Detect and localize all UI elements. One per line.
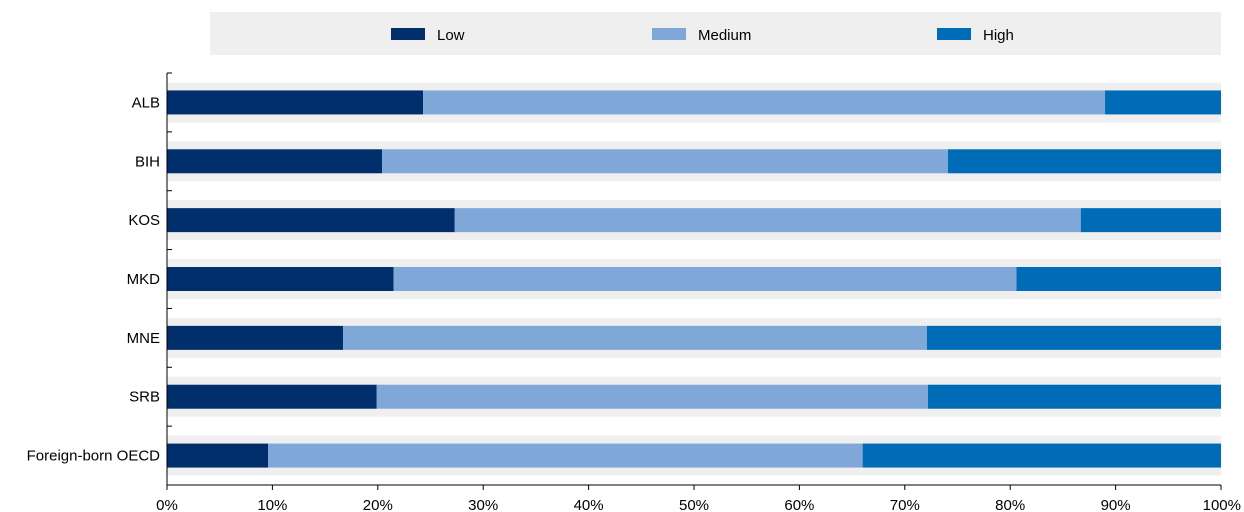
legend-label-high: High <box>983 27 1014 44</box>
x-tick-label: 80% <box>995 497 1025 512</box>
category-label: KOS <box>128 212 160 229</box>
bar-low-mkd <box>167 267 394 291</box>
x-tick-label: 30% <box>468 497 498 512</box>
legend-swatch-high <box>937 28 971 40</box>
x-tick-label: 70% <box>890 497 920 512</box>
x-tick-label: 100% <box>1203 497 1241 512</box>
bar-medium-bih <box>382 149 949 174</box>
bar-medium-mne <box>343 325 927 350</box>
category-label: SRB <box>129 389 160 406</box>
legend: Low Medium High <box>210 12 1221 55</box>
x-tick-label: 10% <box>257 497 287 512</box>
bar-high-foreign-born-oecd <box>862 443 1221 468</box>
legend-label-low: Low <box>437 27 465 44</box>
category-label: MKD <box>127 271 161 288</box>
x-tick-label: 0% <box>156 497 178 512</box>
bar-high-mne <box>926 325 1221 350</box>
bar-low-bih <box>167 149 383 174</box>
bar-low-foreign-born-oecd <box>167 443 269 468</box>
bar-low-srb <box>167 384 377 409</box>
legend-swatch-low <box>391 28 425 40</box>
category-label: MNE <box>127 330 160 347</box>
bar-high-kos <box>1080 208 1221 233</box>
bar-medium-foreign-born-oecd <box>268 443 863 468</box>
x-tick-label: 60% <box>784 497 814 512</box>
x-tick-label: 90% <box>1101 497 1131 512</box>
x-tick-label: 50% <box>679 497 709 512</box>
category-label: BIH <box>135 153 160 170</box>
category-label: ALB <box>132 94 160 111</box>
x-tick-label: 40% <box>574 497 604 512</box>
bars <box>167 90 1221 468</box>
bar-medium-kos <box>454 208 1081 233</box>
axes: ALB BIH KOS MKD MNE SRB Foreign-born OECD 0% 10%… <box>27 72 1241 512</box>
bar-low-kos <box>167 208 455 233</box>
bar-medium-alb <box>423 90 1106 115</box>
bar-high-alb <box>1105 90 1221 115</box>
bar-high-srb <box>927 384 1221 409</box>
legend-background <box>210 12 1221 55</box>
bar-medium-srb <box>376 384 928 409</box>
bar-medium-mkd <box>393 267 1017 291</box>
bar-low-mne <box>167 325 344 350</box>
bar-low-alb <box>167 90 424 115</box>
legend-label-medium: Medium <box>698 27 751 44</box>
bar-high-bih <box>948 149 1221 174</box>
x-tick-label: 20% <box>363 497 393 512</box>
bar-high-mkd <box>1016 267 1221 291</box>
legend-swatch-medium <box>652 28 686 40</box>
category-label: Foreign-born OECD <box>27 448 161 465</box>
